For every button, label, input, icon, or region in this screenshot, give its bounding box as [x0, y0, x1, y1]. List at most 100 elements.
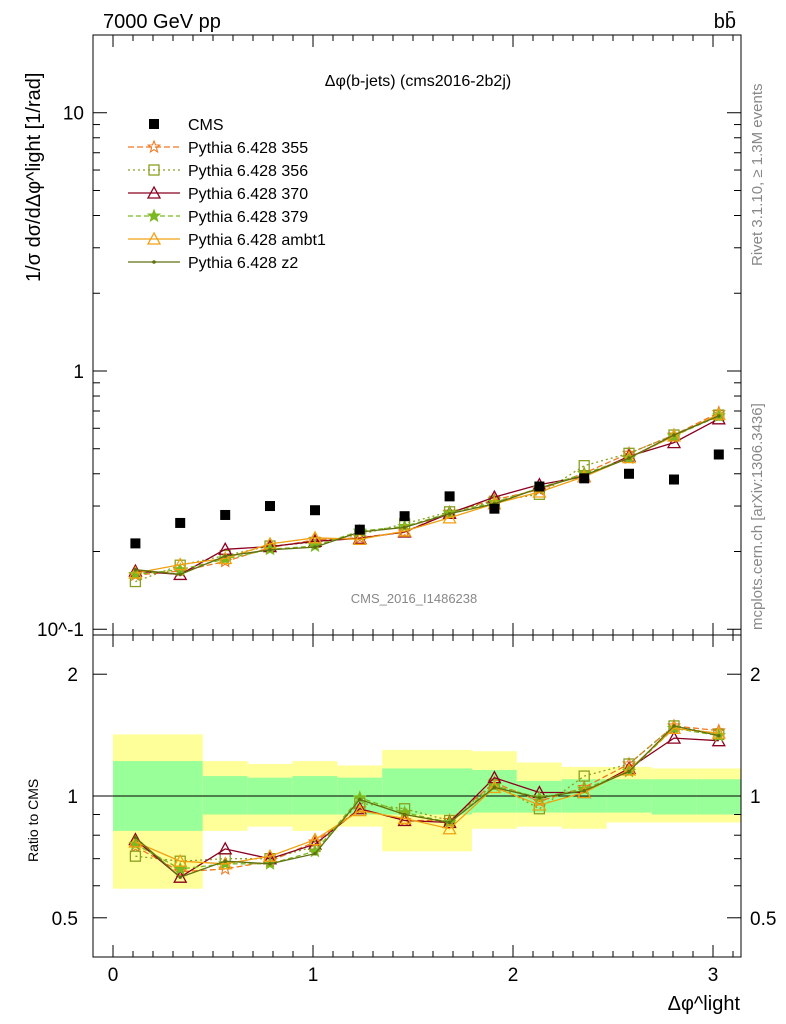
- plot-title: Δφ(b-jets) (cms2016-2b2j): [325, 73, 511, 90]
- ratio-point: [268, 861, 272, 866]
- watermark: CMS_2016_I1486238: [351, 591, 478, 606]
- ratio-uncertainty-bands: [113, 734, 742, 889]
- inner-band-bin: [382, 768, 472, 815]
- data-point: [666, 435, 682, 449]
- ratio-tick-label: 0.5: [750, 909, 776, 930]
- ratio-plot-frame: 0 1 2 3 0.5 0.5 1 1 2 2: [52, 623, 776, 986]
- ratio-line: [135, 725, 719, 873]
- cms-point: [444, 491, 455, 502]
- x-title: Δφ^light: [668, 993, 741, 1015]
- legend: CMS Pythia 6.428 355 Pythia 6.428 356 Pythi…: [128, 117, 326, 272]
- x-tick-label: 0: [108, 965, 119, 986]
- ratio-line: [134, 725, 719, 878]
- data-point: [397, 523, 412, 537]
- ratio-point: [487, 780, 502, 794]
- ratio-point: [352, 803, 367, 817]
- ratio-point: [218, 856, 233, 870]
- y-tick-label: 10^-1: [37, 620, 84, 641]
- cms-point: [534, 481, 545, 492]
- ratio-point: [307, 832, 323, 846]
- series-line: [135, 415, 720, 576]
- legend-label: Pythia 6.428 z2: [188, 255, 298, 272]
- cms-point: [579, 473, 590, 484]
- data-point: [352, 530, 367, 544]
- ratio-point: [666, 730, 682, 744]
- ratio-point: [352, 801, 367, 815]
- ratio-point: [447, 820, 452, 825]
- inner-band-bin: [292, 776, 338, 815]
- ratio-point: [178, 875, 182, 879]
- inner-band-bin: [696, 779, 742, 815]
- ratio-line: [135, 727, 719, 870]
- legend-entry: Pythia 6.428 z2: [128, 255, 298, 272]
- y-tick-label: 1: [73, 362, 84, 383]
- cms-point: [220, 509, 231, 520]
- legend-swatch: [149, 119, 159, 129]
- ratio-point: [397, 813, 412, 827]
- ratio-point: [577, 785, 592, 799]
- ratio-point: [578, 770, 590, 782]
- legend-label: Pythia 6.428 370: [188, 186, 308, 203]
- data-point: [447, 511, 452, 516]
- ratio-series-5: [128, 720, 726, 870]
- cms-point: [265, 501, 275, 512]
- ratio-point: [218, 861, 233, 876]
- ratio-point: [627, 769, 631, 774]
- ratio-point: [262, 848, 278, 862]
- ratio-point: [532, 797, 547, 811]
- data-point: [352, 531, 367, 545]
- cms-point: [130, 538, 141, 549]
- legend-swatch-marker: [146, 139, 162, 154]
- legend-label: Pythia 6.428 ambt1: [188, 232, 326, 249]
- data-point: [173, 557, 188, 571]
- ratio-tick-label: 0.5: [52, 909, 78, 930]
- ratio-point: [537, 795, 542, 800]
- data-point: [672, 433, 676, 437]
- series-line: [135, 413, 720, 574]
- cms-point: [624, 468, 634, 479]
- x-tick-label: 3: [708, 965, 719, 986]
- data-point: [128, 565, 143, 579]
- header-left: 7000 GeV pp: [103, 11, 221, 33]
- ratio-tick-label: 1: [67, 787, 78, 808]
- inner-band-bin: [651, 779, 697, 815]
- ratio-point: [666, 720, 682, 734]
- data-point: [627, 456, 631, 460]
- data-point: [268, 548, 272, 552]
- ratio-point: [223, 859, 227, 863]
- series-line: [135, 418, 720, 576]
- mcplots-label: mcplots.cern.ch [arXiv:1306.3436]: [749, 403, 766, 630]
- legend-label: Pythia 6.428 355: [188, 140, 308, 157]
- legend-swatch-marker: [146, 185, 162, 199]
- main-plot-frame: 10^-1 1 10: [37, 34, 742, 641]
- data-point: [313, 545, 317, 549]
- rivet-label: Rivet 3.1.10, ≥ 1.3M events: [749, 84, 766, 267]
- cms-point: [489, 503, 500, 514]
- ratio-point: [173, 861, 188, 876]
- x-tick-label: 2: [508, 965, 519, 986]
- inner-band-bin: [202, 776, 248, 815]
- legend-label: Pythia 6.428 356: [188, 163, 308, 180]
- series-line: [135, 415, 720, 576]
- ratio-y-title: Ratio to CMS: [25, 779, 41, 862]
- ratio-point: [358, 797, 362, 802]
- ratio-point: [582, 789, 586, 793]
- x-tick-label: 1: [308, 965, 319, 986]
- legend-entry: Pythia 6.428 356: [128, 163, 308, 180]
- series-layer: [128, 405, 726, 883]
- legend-label: Pythia 6.428 379: [188, 209, 308, 226]
- ratio-point: [397, 811, 412, 825]
- ratio-tick-label: 1: [750, 787, 761, 808]
- cms-point: [713, 449, 724, 460]
- y-tick-label: 10: [63, 104, 84, 125]
- data-point: [717, 414, 721, 418]
- data-point: [666, 428, 682, 442]
- series-line: [135, 414, 720, 583]
- legend-swatch-marker: [146, 231, 162, 245]
- ratio-point: [402, 812, 407, 817]
- data-point: [133, 567, 138, 572]
- data-point: [442, 510, 457, 524]
- ratio-point: [173, 853, 188, 867]
- data-point: [307, 530, 323, 544]
